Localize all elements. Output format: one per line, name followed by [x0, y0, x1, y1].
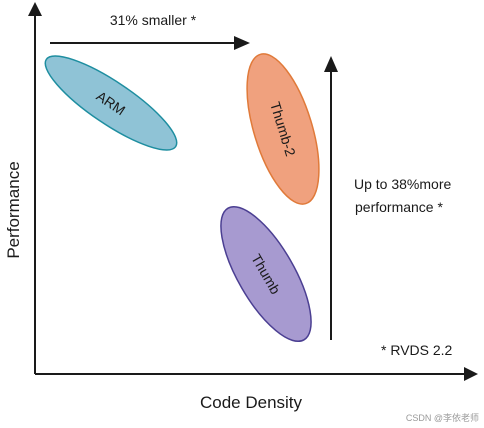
performance-annotation-line-2: performance * [355, 199, 443, 215]
thumb2-ellipse [246, 53, 320, 205]
code-size-arrow [50, 36, 250, 50]
x-axis-label: Code Density [200, 393, 303, 412]
code-size-arrowhead [234, 36, 250, 50]
axes [28, 2, 478, 381]
thumb-ellipse [220, 205, 312, 343]
performance-annotation-line-1: Up to 38%more [354, 176, 451, 192]
arm-ellipse [44, 55, 178, 151]
performance-arrow [324, 56, 338, 340]
thumb2-ellipse-group: Thumb-2 [246, 53, 320, 205]
footnote: * RVDS 2.2 [381, 342, 453, 358]
watermark: CSDN @李依老师 [406, 412, 479, 423]
code-size-annotation: 31% smaller * [110, 12, 197, 28]
x-axis-arrowhead [464, 367, 478, 381]
performance-arrowhead [324, 56, 338, 72]
y-axis-label: Performance [4, 161, 23, 258]
y-axis-arrowhead [28, 2, 42, 16]
arm-ellipse-group: ARM [44, 55, 178, 151]
thumb-ellipse-group: Thumb [220, 205, 312, 343]
